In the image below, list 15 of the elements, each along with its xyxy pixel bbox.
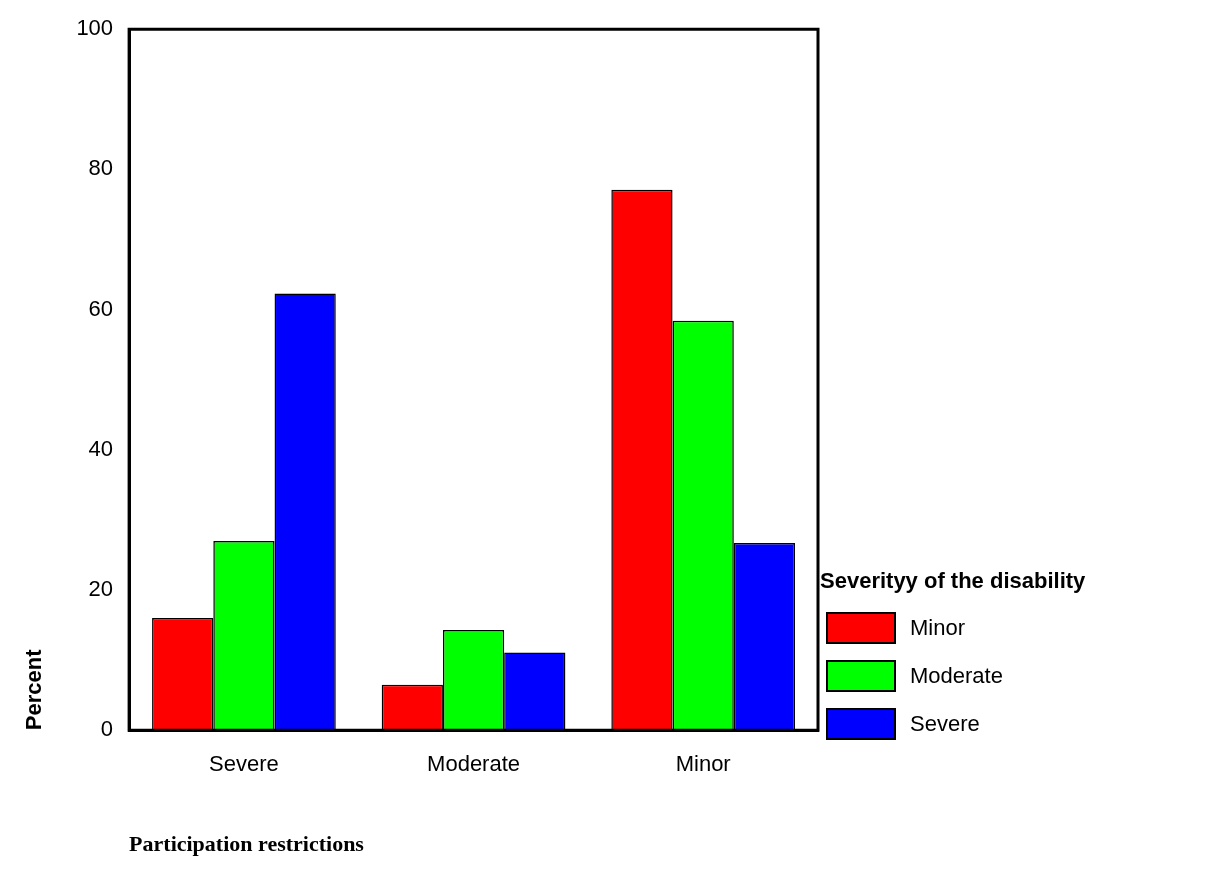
legend-label: Severe bbox=[910, 711, 980, 737]
y-tick-label: 60 bbox=[88, 295, 114, 321]
y-tick-label: 100 bbox=[76, 15, 114, 41]
y-axis-title: Percent bbox=[21, 648, 47, 731]
legend-title: Severityy of the disability bbox=[820, 568, 1086, 594]
x-tick-label: Severe bbox=[209, 751, 279, 777]
y-tick-label: 40 bbox=[88, 435, 114, 461]
y-tick-label: 20 bbox=[88, 576, 114, 602]
x-axis-title: Participation restrictions bbox=[129, 831, 365, 857]
x-tick-label: Minor bbox=[675, 751, 731, 777]
legend-label: Minor bbox=[910, 615, 966, 641]
y-tick-label: 0 bbox=[100, 716, 114, 742]
y-tick-label: 80 bbox=[88, 155, 114, 181]
x-tick-label: Moderate bbox=[427, 751, 521, 777]
legend-label: Moderate bbox=[910, 663, 1003, 689]
